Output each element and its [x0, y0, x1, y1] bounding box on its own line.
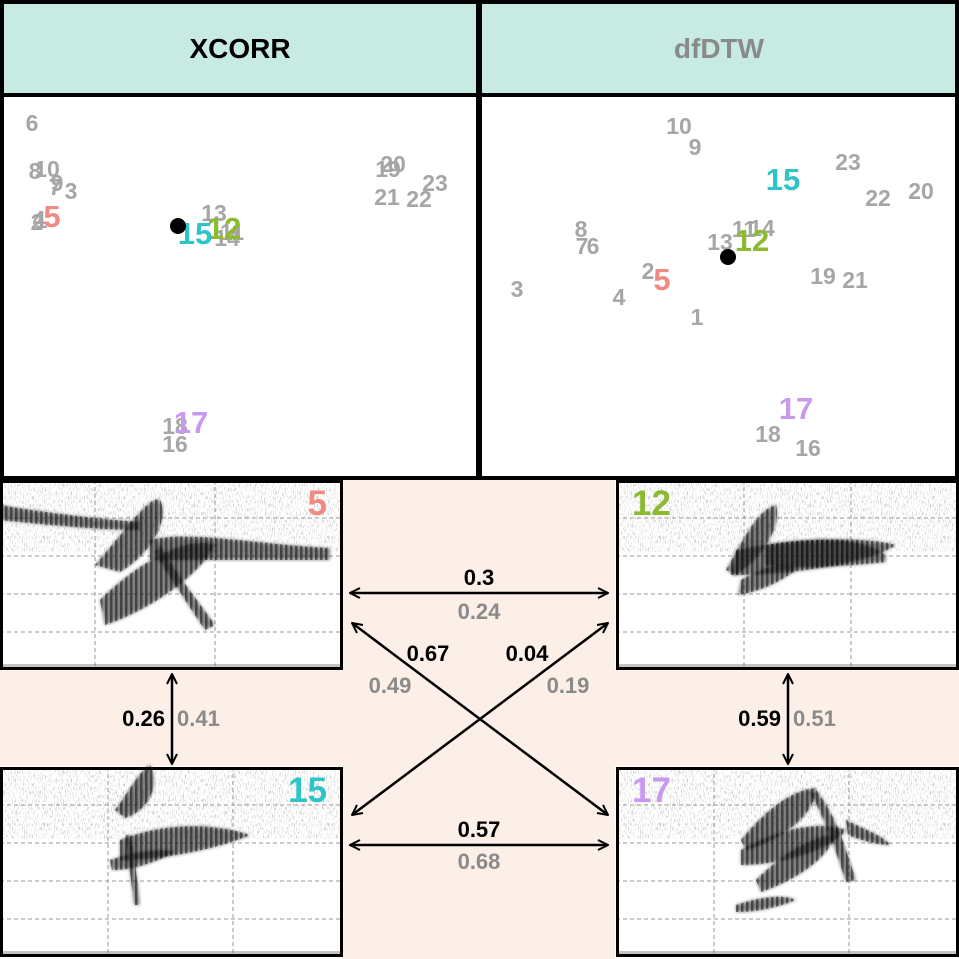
dfdtw-point-6: 6 — [587, 233, 600, 259]
spectrogram-5-syllables — [0, 499, 330, 630]
xcorr-point-21: 21 — [374, 184, 400, 210]
xcorr-point-20: 20 — [380, 151, 406, 177]
spectrogram-12-frame — [616, 480, 959, 670]
xcorr-point-5: 5 — [43, 199, 60, 234]
spectrogram-15-baseline — [0, 951, 343, 955]
link-values: 0.3 0.24 0.67 0.49 0.04 0.19 0.26 0.41 0… — [122, 565, 836, 874]
spectrogram-17-frame — [616, 767, 959, 957]
xcorr-point-23: 23 — [422, 170, 448, 196]
link-arrows — [172, 593, 788, 845]
dfdtw-point-10: 10 — [666, 113, 692, 139]
xcorr-point-6: 6 — [26, 110, 39, 136]
xcorr-point-22: 22 — [406, 186, 432, 212]
spectrogram-5: 5 — [0, 480, 343, 670]
spectrogram-17-baseline — [616, 951, 959, 955]
xcorr-point-7: 7 — [49, 174, 62, 200]
dfdtw-centroid-dot — [720, 249, 736, 265]
spectrogram-15-syllables — [110, 765, 250, 905]
spectrogram-12-syllables — [726, 505, 896, 595]
xcorr-point-13: 13 — [201, 200, 227, 226]
xcorr-point-16: 16 — [162, 431, 188, 457]
dfdtw-5-17: 0.49 — [369, 673, 412, 698]
dfdtw-point-17: 17 — [779, 391, 813, 426]
dfdtw-point-11: 11 — [732, 216, 757, 242]
xcorr-panel — [0, 93, 480, 480]
xcorr-5-17: 0.67 — [407, 641, 450, 666]
dfdtw-point-23: 23 — [835, 149, 861, 175]
dfdtw-panel — [478, 93, 959, 480]
dfdtw-point-22: 22 — [865, 185, 891, 211]
dfdtw-15-12: 0.19 — [547, 673, 590, 698]
dfdtw-point-5: 5 — [653, 262, 670, 297]
header-xcorr-title: XCORR — [189, 33, 290, 64]
spectrogram-12-noise — [618, 482, 957, 552]
dfdtw-12-17: 0.51 — [793, 706, 836, 731]
xcorr-point-12: 12 — [207, 211, 241, 246]
xcorr-point-11: 11 — [220, 219, 245, 245]
dfdtw-point-9: 9 — [689, 134, 702, 160]
header-row: XCORR dfDTW — [0, 0, 959, 97]
dfdtw-5-15: 0.41 — [177, 706, 220, 731]
xcorr-5-12: 0.3 — [464, 565, 495, 590]
dfdtw-point-18: 18 — [755, 421, 781, 447]
spectrogram-12-label: 12 — [632, 484, 671, 523]
xcorr-15-12: 0.04 — [506, 641, 550, 666]
spectrogram-5-baseline — [0, 664, 343, 668]
xcorr-point-14: 14 — [214, 225, 240, 251]
dfdtw-point-21: 21 — [842, 267, 868, 293]
xcorr-15-17: 0.57 — [458, 817, 501, 842]
dfdtw-point-4: 4 — [613, 284, 626, 310]
dfdtw-point-3: 3 — [511, 276, 524, 302]
dfdtw-point-2: 2 — [642, 258, 655, 284]
xcorr-point-19: 19 — [375, 156, 401, 182]
spectrogram-5-label: 5 — [308, 484, 327, 523]
dfdtw-point-20: 20 — [908, 178, 934, 204]
header-dfdtw-bg — [478, 0, 959, 97]
spectrogram-15-frame — [0, 767, 343, 957]
xcorr-5-15: 0.26 — [122, 706, 165, 731]
xcorr-point-17: 17 — [174, 405, 208, 440]
xcorr-centroid-dot — [170, 218, 186, 234]
dfdtw-point-19: 19 — [810, 263, 836, 289]
xcorr-point-4: 4 — [33, 206, 46, 232]
spectrogram-5-frame — [0, 480, 343, 670]
spectrogram-17-syllables — [736, 788, 891, 912]
spectrogram-17: 17 — [616, 767, 959, 957]
xcorr-point-2: 2 — [31, 209, 44, 235]
spectrogram-17-label: 17 — [632, 771, 671, 810]
dfdtw-point-14: 14 — [749, 215, 775, 241]
xcorr-point-9: 9 — [51, 170, 64, 196]
xcorr-point-10: 10 — [34, 156, 60, 182]
dfdtw-point-16: 16 — [795, 435, 821, 461]
spectrogram-12-baseline — [616, 664, 959, 668]
arrow-15-12 — [352, 623, 608, 815]
spectrogram-15: 15 — [0, 765, 343, 957]
spectrogram-15-label: 15 — [288, 771, 327, 810]
spectrogram-12: 12 — [616, 480, 959, 670]
xcorr-point-18: 18 — [162, 413, 188, 439]
xcorr-point-1: 1 — [35, 207, 48, 233]
dfdtw-point-1: 1 — [691, 304, 704, 330]
dfdtw-5-12: 0.24 — [458, 599, 502, 624]
xcorr-point-8: 8 — [29, 158, 42, 184]
spectrogram-15-noise — [2, 769, 341, 839]
dfdtw-point-15: 15 — [766, 162, 800, 197]
xcorr-12-17: 0.59 — [738, 706, 781, 731]
xcorr-point-3: 3 — [65, 178, 78, 204]
dfdtw-point-7: 7 — [576, 233, 589, 259]
header-dfdtw-title: dfDTW — [674, 33, 765, 64]
dfdtw-15-17: 0.68 — [458, 849, 501, 874]
dfdtw-point-12: 12 — [735, 223, 769, 258]
dfdtw-point-8: 8 — [575, 216, 588, 242]
